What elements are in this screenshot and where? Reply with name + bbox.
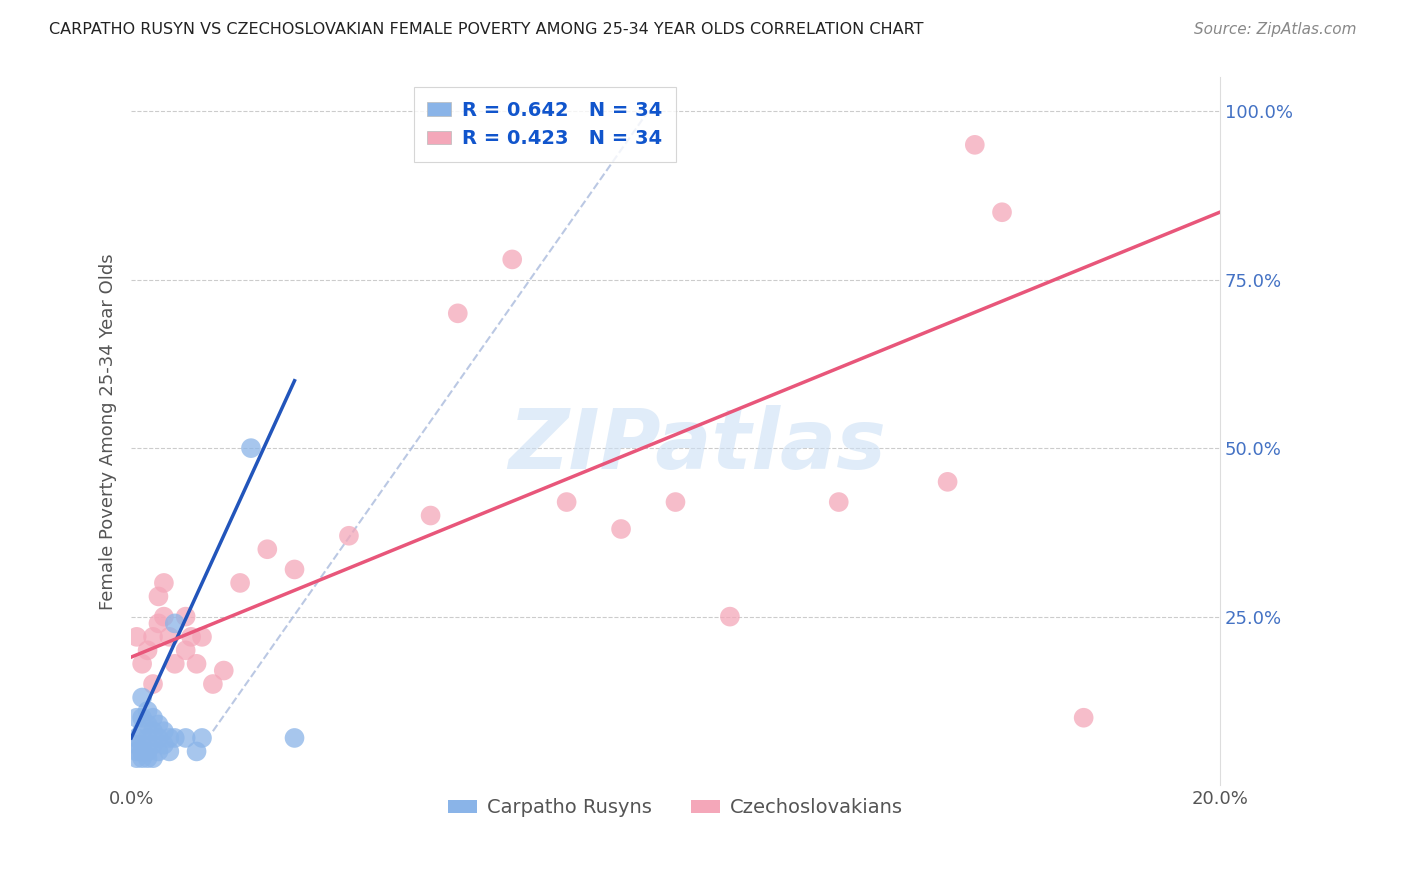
Text: CARPATHO RUSYN VS CZECHOSLOVAKIAN FEMALE POVERTY AMONG 25-34 YEAR OLDS CORRELATI: CARPATHO RUSYN VS CZECHOSLOVAKIAN FEMALE…: [49, 22, 924, 37]
Point: [131, 751, 153, 765]
Point: [142, 711, 165, 725]
Point: [125, 744, 148, 758]
Point: [131, 711, 153, 725]
Point: [148, 731, 170, 745]
Point: [163, 657, 186, 671]
Point: [501, 252, 523, 267]
Point: [153, 576, 176, 591]
Point: [555, 495, 578, 509]
Point: [157, 630, 180, 644]
Point: [963, 137, 986, 152]
Point: [1073, 711, 1095, 725]
Point: [664, 495, 686, 509]
Point: [131, 657, 153, 671]
Point: [163, 731, 186, 745]
Point: [136, 704, 159, 718]
Point: [148, 744, 170, 758]
Point: [191, 731, 214, 745]
Point: [191, 630, 214, 644]
Point: [125, 731, 148, 745]
Point: [136, 643, 159, 657]
Point: [936, 475, 959, 489]
Point: [153, 738, 176, 752]
Point: [337, 529, 360, 543]
Point: [212, 664, 235, 678]
Point: [136, 751, 159, 765]
Point: [131, 724, 153, 739]
Point: [148, 717, 170, 731]
Point: [201, 677, 224, 691]
Point: [174, 609, 197, 624]
Legend: Carpatho Rusyns, Czechoslovakians: Carpatho Rusyns, Czechoslovakians: [440, 790, 911, 825]
Point: [163, 616, 186, 631]
Point: [610, 522, 633, 536]
Point: [991, 205, 1014, 219]
Point: [136, 731, 159, 745]
Point: [142, 724, 165, 739]
Point: [125, 751, 148, 765]
Point: [186, 657, 208, 671]
Y-axis label: Female Poverty Among 25-34 Year Olds: Female Poverty Among 25-34 Year Olds: [100, 253, 117, 609]
Text: ZIPatlas: ZIPatlas: [509, 405, 886, 486]
Point: [174, 731, 197, 745]
Point: [157, 744, 180, 758]
Point: [136, 744, 159, 758]
Point: [142, 630, 165, 644]
Point: [157, 731, 180, 745]
Point: [419, 508, 441, 523]
Point: [125, 711, 148, 725]
Point: [240, 441, 263, 455]
Point: [180, 630, 202, 644]
Point: [125, 738, 148, 752]
Point: [142, 751, 165, 765]
Point: [229, 576, 252, 591]
Point: [447, 306, 470, 320]
Point: [256, 542, 278, 557]
Point: [131, 744, 153, 758]
Point: [828, 495, 851, 509]
Point: [186, 744, 208, 758]
Point: [148, 616, 170, 631]
Point: [142, 738, 165, 752]
Point: [136, 717, 159, 731]
Point: [718, 609, 741, 624]
Point: [131, 690, 153, 705]
Point: [283, 562, 305, 576]
Point: [153, 609, 176, 624]
Text: Source: ZipAtlas.com: Source: ZipAtlas.com: [1194, 22, 1357, 37]
Point: [131, 738, 153, 752]
Point: [174, 643, 197, 657]
Point: [283, 731, 305, 745]
Point: [142, 677, 165, 691]
Point: [153, 724, 176, 739]
Point: [125, 630, 148, 644]
Point: [148, 590, 170, 604]
